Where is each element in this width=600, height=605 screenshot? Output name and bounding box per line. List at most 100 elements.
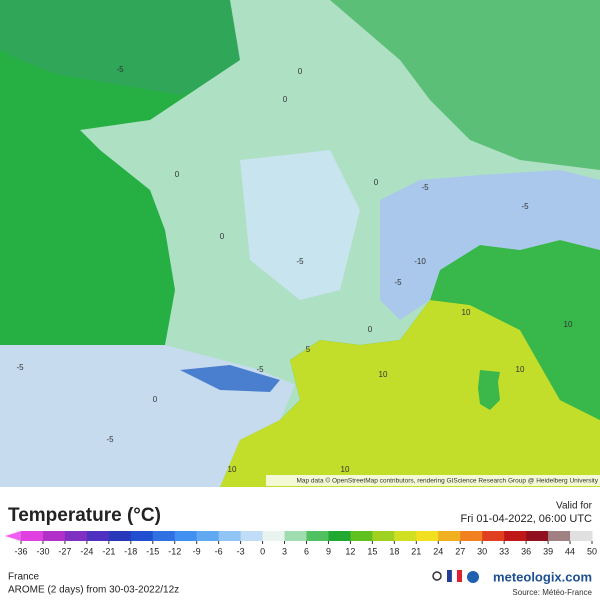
colorbar-segment	[42, 531, 66, 541]
tick-label: 33	[499, 546, 509, 556]
italy	[430, 240, 600, 420]
tick-label: 44	[565, 546, 575, 556]
tick-label: 39	[543, 546, 553, 556]
flag-white	[451, 569, 458, 583]
tick-label: -30	[36, 546, 49, 556]
contour-label: -5	[106, 435, 114, 444]
contour-label: -5	[394, 278, 402, 287]
flag-blue	[447, 570, 452, 582]
colorbar-segment	[152, 531, 176, 541]
tick-label: 24	[433, 546, 443, 556]
tick-label: -27	[58, 546, 71, 556]
tick-label: -3	[237, 546, 245, 556]
colorbar-segment	[21, 531, 44, 541]
contour-label: -5	[116, 65, 124, 74]
map: Map data © OpenStreetMap contributors, r…	[0, 0, 600, 487]
tick-label: 21	[411, 546, 421, 556]
contour-label: -5	[521, 202, 529, 211]
tick-label: 0	[260, 546, 265, 556]
brand: meteologix.com	[493, 569, 592, 584]
tick-label: 9	[326, 546, 331, 556]
colorbar-segment	[438, 531, 461, 541]
contour-label: 10	[379, 370, 388, 379]
attribution-bg	[266, 475, 600, 486]
corsica	[478, 370, 500, 410]
colorbar-segment	[570, 531, 593, 541]
logo	[467, 571, 479, 583]
contour-label: 10	[462, 308, 471, 317]
colorbar-segment	[64, 531, 88, 541]
tick-label: -15	[146, 546, 159, 556]
colorbar-segment	[306, 531, 329, 541]
tick-label: -9	[193, 546, 201, 556]
source: Source: Météo-France	[512, 588, 592, 597]
contour-label: 10	[516, 365, 525, 374]
attribution: Map data © OpenStreetMap contributors, r…	[296, 477, 598, 485]
tick-label: 6	[304, 546, 309, 556]
alps	[380, 170, 600, 320]
colorbar-segment	[328, 531, 351, 541]
colorbar-segment	[240, 531, 264, 541]
colorbar-segment	[86, 531, 110, 541]
tick-label: -12	[168, 546, 181, 556]
tick-label: -6	[215, 546, 223, 556]
colorbar-segment	[460, 531, 483, 541]
tick-label: -18	[124, 546, 137, 556]
colorbar-segment	[130, 531, 154, 541]
colorbar-segment	[350, 531, 373, 541]
colorbar-segment	[108, 531, 132, 541]
germany	[330, 0, 600, 170]
colorbar-segment	[284, 531, 307, 541]
flag-red	[457, 570, 462, 582]
contour-label: -5	[296, 257, 304, 266]
contour-label: 0	[298, 67, 303, 76]
contour-label: 0	[374, 178, 379, 187]
colorbar-segment	[372, 531, 395, 541]
contour-label: 0	[220, 232, 225, 241]
contour-label: 0	[368, 325, 373, 334]
uk	[0, 0, 250, 95]
colorbar-segment	[548, 531, 571, 541]
contour-label: 10	[341, 465, 350, 474]
tick-label: 18	[389, 546, 399, 556]
colorbar-segment	[174, 531, 198, 541]
model: AROME (2 days) from 30-03-2022/12z	[8, 585, 179, 596]
region: France	[8, 572, 40, 583]
panel	[0, 487, 600, 600]
tick-label: 3	[282, 546, 287, 556]
tick-label: 50	[587, 546, 597, 556]
colorbar-segment	[394, 531, 417, 541]
colorbar-segment	[504, 531, 527, 541]
massif	[240, 150, 360, 300]
contour-labels: -5 0 0 0 0 -5 0 -5 -10 -5 10 -5 -5 -5 0 10 10 10 10 0 -5 10 5	[16, 65, 573, 474]
tick-label: 15	[367, 546, 377, 556]
tick-label: 30	[477, 546, 487, 556]
mediterranean	[220, 300, 600, 487]
pyrenees	[180, 365, 280, 392]
tick-label: 27	[455, 546, 465, 556]
colorbar-segment	[262, 531, 286, 541]
contour-label: -5	[421, 183, 429, 192]
colorbar-segment	[218, 531, 242, 541]
contour-label: -5	[16, 363, 24, 372]
tick-label: 12	[345, 546, 355, 556]
valid-time: Fri 01-04-2022, 06:00 UTC	[461, 513, 593, 525]
tick-label: -36	[14, 546, 27, 556]
colorbar-segment	[526, 531, 549, 541]
contour-label: -10	[414, 257, 426, 266]
contour-label: 10	[228, 465, 237, 474]
valid-label: Valid for	[556, 501, 593, 512]
colorbar-segment	[196, 531, 220, 541]
contour-label: 10	[564, 320, 573, 329]
colorbar-segment	[482, 531, 505, 541]
tick-label: -24	[80, 546, 93, 556]
colorbar-segment	[416, 531, 439, 541]
colorbar: -36 -30 -27 -24 -21 -18 -15 -12 -9 -6 -3 0 3 6 9 12 15 18…	[5, 531, 597, 556]
contour-label: -5	[256, 365, 264, 374]
tick-label: 36	[521, 546, 531, 556]
contour-label: 5	[306, 345, 311, 354]
legend-title: Temperature (°C)	[8, 505, 161, 526]
search-icon	[432, 571, 442, 581]
colorbar-arrow	[5, 531, 21, 541]
